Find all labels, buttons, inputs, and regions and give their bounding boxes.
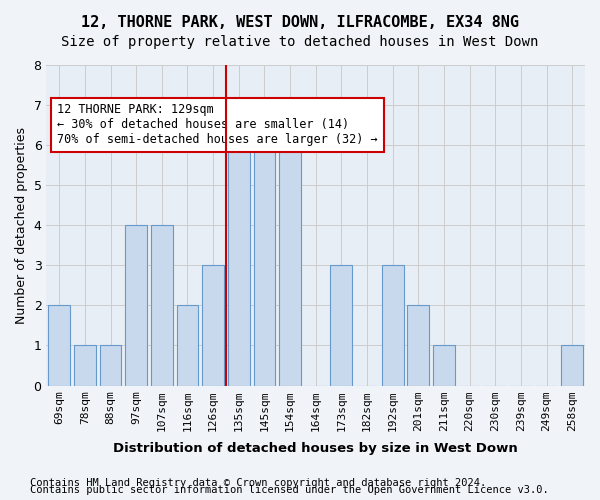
Text: Contains public sector information licensed under the Open Government Licence v3: Contains public sector information licen…: [30, 485, 549, 495]
Text: Contains HM Land Registry data © Crown copyright and database right 2024.: Contains HM Land Registry data © Crown c…: [30, 478, 486, 488]
Text: 12, THORNE PARK, WEST DOWN, ILFRACOMBE, EX34 8NG: 12, THORNE PARK, WEST DOWN, ILFRACOMBE, …: [81, 15, 519, 30]
Bar: [228, 105, 250, 386]
Bar: [279, 105, 301, 386]
Bar: [433, 346, 455, 386]
Bar: [382, 266, 404, 386]
Text: 12 THORNE PARK: 129sqm
← 30% of detached houses are smaller (14)
70% of semi-det: 12 THORNE PARK: 129sqm ← 30% of detached…: [57, 104, 378, 146]
X-axis label: Distribution of detached houses by size in West Down: Distribution of detached houses by size …: [113, 442, 518, 455]
Bar: [74, 346, 96, 386]
Bar: [331, 266, 352, 386]
Bar: [561, 346, 583, 386]
Y-axis label: Number of detached properties: Number of detached properties: [15, 127, 28, 324]
Bar: [49, 306, 70, 386]
Text: Size of property relative to detached houses in West Down: Size of property relative to detached ho…: [61, 35, 539, 49]
Bar: [407, 306, 429, 386]
Bar: [125, 226, 147, 386]
Bar: [100, 346, 121, 386]
Bar: [254, 145, 275, 386]
Bar: [202, 266, 224, 386]
Bar: [151, 226, 173, 386]
Bar: [176, 306, 199, 386]
